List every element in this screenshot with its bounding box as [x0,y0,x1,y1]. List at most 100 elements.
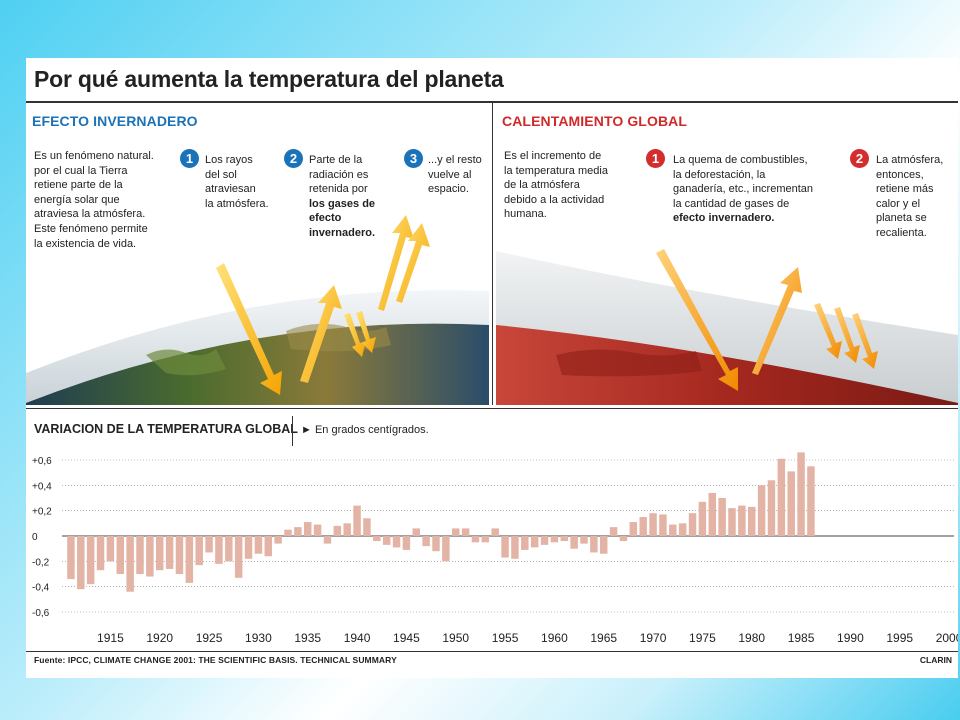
temperature-bar [106,536,115,562]
x-tick-label: 1915 [97,631,124,645]
temperature-bar [639,517,647,536]
temperature-bar [461,528,470,536]
temperature-bar [284,529,292,536]
temperature-bar [570,536,578,549]
temperature-bar [323,536,332,544]
escaping-ray-arrow-2 [396,223,430,303]
retained-ray-arrow-2 [356,311,376,353]
temperature-bar [767,480,776,536]
temperature-bar [185,536,194,583]
temperature-bar [225,536,233,562]
temperature-bar [619,536,628,542]
y-tick-label: +0,6 [32,456,52,467]
temperature-bar [67,536,75,580]
warming-step-1-text: La quema de combustibles, la deforestaci… [673,154,814,225]
step-3-text: ...y el resto vuelve al espacio. [428,154,482,196]
temperature-bar [343,523,351,536]
warming-retained-arrow-2 [834,307,860,363]
temperature-bar [540,536,549,545]
x-tick-label: 1990 [837,631,864,645]
reflected-ray-arrow [300,285,342,383]
heading-calentamiento-global: CALENTAMIENTO GLOBAL [502,113,688,129]
chart-unit-label: ► En grados centígrados. [301,424,429,436]
x-tick-label: 1945 [393,631,420,645]
temperature-bar [77,536,85,590]
temperature-bar [609,527,618,536]
warming-step-number-2: 2 [850,149,869,168]
warming-step-2-text: La atmósfera, entonces, retiene más calo… [876,154,944,239]
temperature-bar [590,536,598,553]
temperature-bar [234,536,243,578]
temperature-bar [511,536,519,559]
temperature-bar [748,506,756,536]
temperature-bar [432,536,440,552]
temperature-bar [629,522,638,536]
heading-efecto-invernadero: EFECTO INVERNADERO [32,113,198,129]
temperature-bar [659,514,667,536]
temperature-bar [491,528,499,536]
temperature-bar [254,536,263,554]
temperature-bar [580,536,588,544]
temperature-bar [738,505,746,536]
temperature-bar [86,536,95,585]
temperature-bar [156,536,164,571]
temperature-bar [718,498,726,536]
temperature-bar [678,523,687,536]
temperature-bar [274,536,282,544]
temperature-bar [521,536,529,550]
temperature-bar [530,536,539,548]
temperature-bar [294,527,302,536]
temperature-bar [313,524,322,536]
temperature-bar [195,536,203,566]
step-number-2: 2 [284,149,303,168]
source-note: Fuente: IPCC, CLIMATE CHANGE 2001: THE S… [34,655,397,665]
temperature-bar-chart: +0,6+0,4+0,20-0,2-0,4-0,6 1915 1920 1925 19… [32,452,958,645]
y-tick-label: -0,4 [32,583,50,594]
infographic-card: Por qué aumenta la temperatura del plane… [26,58,958,678]
warming-ray-arrow-1 [656,249,738,391]
temperature-bar [777,458,786,536]
temperature-bar [175,536,184,574]
x-tick-label: 1985 [788,631,815,645]
temperature-bar [264,536,272,557]
x-axis-labels: 1915 1920 1925 1930 1935 1940 1945 1950 1955 1960… [97,631,958,645]
temperature-bar [807,466,815,536]
temperature-bar [116,536,124,574]
intro-calentamiento-global: Es el incremento de la temperatura media… [504,150,608,221]
temperature-bar [165,536,174,569]
step-2-text: Parte de la radiación es retenida por lo… [309,154,376,239]
escaping-ray-arrow-1 [378,215,414,311]
temperature-bar [560,536,568,542]
temperature-bar [382,536,391,545]
temperature-bar [649,513,657,536]
temperature-bar [757,485,766,536]
warming-retained-arrow-1 [814,303,842,359]
x-tick-label: 1925 [196,631,223,645]
y-tick-label: -0,6 [32,608,50,619]
chart-top-rule [26,408,958,409]
y-tick-label: +0,4 [32,481,52,492]
temperature-bar [481,536,490,543]
x-tick-label: 1980 [738,631,765,645]
y-tick-label: -0,2 [32,557,50,568]
x-tick-label: 1995 [886,631,913,645]
brand-label: CLARIN [919,655,952,665]
step-number-1: 1 [180,149,199,168]
panel-calentamiento-global: CALENTAMIENTO GLOBAL Es el incremento de… [496,103,958,405]
temperature-bar [304,522,312,536]
temperature-bar [402,536,411,550]
earth-illustration-natural [26,215,489,405]
temperature-bar [96,536,105,571]
step-1-text: Los rayos del sol atraviesan la atmósfer… [205,154,269,210]
retained-ray-arrow-1 [344,313,366,357]
temperature-bar [146,536,154,577]
panel-divider [492,103,493,405]
x-tick-label: 1970 [640,631,667,645]
step-number-3: 3 [404,149,423,168]
temperature-bar [126,536,134,592]
x-tick-label: 2000 [936,631,958,645]
x-tick-label: 1950 [442,631,469,645]
temperature-bar [373,536,381,542]
x-tick-label: 1940 [344,631,371,645]
temperature-bar [244,536,253,559]
